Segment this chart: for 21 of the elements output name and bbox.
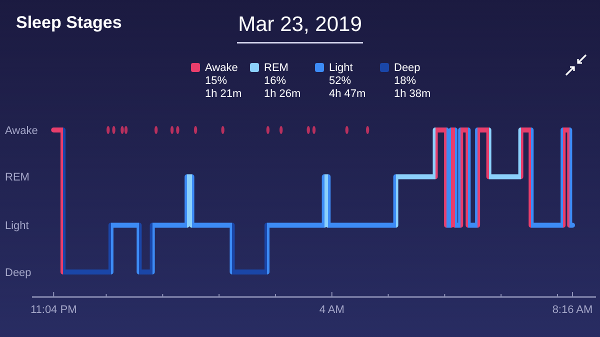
category-label: Awake — [5, 124, 38, 137]
chart-subtitle: Mar 23, 2019 — [238, 13, 362, 36]
category-label: Deep — [394, 62, 420, 74]
text: 15% — [205, 75, 228, 87]
x-tick-label: 8:16 AM — [552, 304, 593, 316]
category-label: Deep — [5, 266, 32, 279]
text: 18% — [394, 75, 416, 87]
chart-title: Sleep Stages — [16, 13, 122, 32]
category-label: Awake — [205, 62, 238, 74]
text: 1h 21m — [205, 88, 242, 100]
text: 1h 26m — [264, 88, 301, 100]
text: 16% — [264, 75, 286, 87]
category-label: Light — [5, 220, 29, 232]
text: 52% — [329, 75, 352, 87]
text: 1h 38m — [394, 88, 431, 100]
text: 4h 47m — [329, 88, 366, 100]
category-label: Light — [329, 62, 353, 74]
category-label: REM — [264, 62, 288, 74]
category-label: REM — [5, 172, 30, 184]
x-tick-label: 4 AM — [319, 304, 344, 316]
x-tick-label: 11:04 PM — [30, 304, 77, 316]
